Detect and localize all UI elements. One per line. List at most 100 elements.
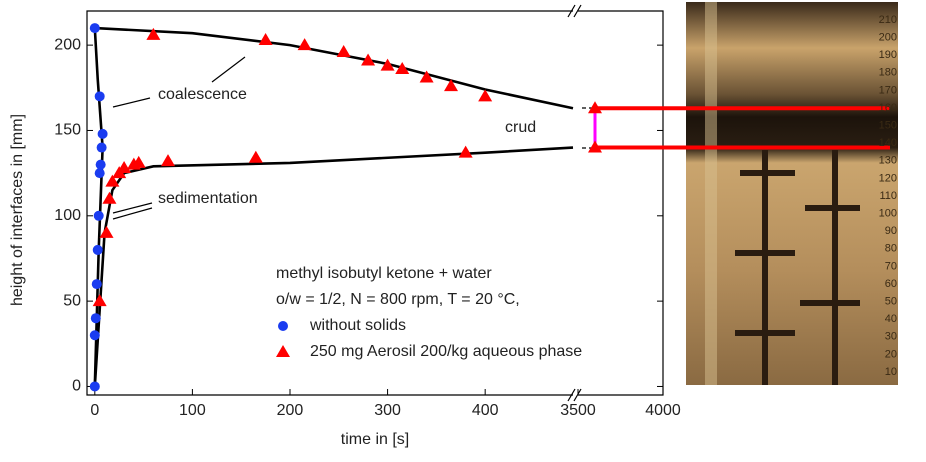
photo-scale-label: 30 xyxy=(885,331,897,343)
photo-scale-label: 200 xyxy=(879,32,897,44)
point xyxy=(93,210,104,221)
photo-scale-label: 110 xyxy=(879,190,897,202)
frame xyxy=(86,4,664,402)
point xyxy=(258,33,273,46)
photo-scale-label: 10 xyxy=(885,366,897,378)
photo-ruler-left xyxy=(705,2,717,385)
break xyxy=(573,4,582,18)
frame-left xyxy=(86,10,573,396)
point xyxy=(105,174,120,187)
annotation: coalescence xyxy=(158,86,247,103)
point xyxy=(96,142,107,153)
photo-shaft xyxy=(832,150,838,385)
point xyxy=(336,44,351,57)
photo-scale-label: 160 xyxy=(879,102,897,114)
x-tick-label: 200 xyxy=(277,402,304,419)
point xyxy=(91,279,102,290)
photo-blade xyxy=(800,300,860,306)
point xyxy=(117,161,132,174)
photo-shaft xyxy=(762,150,768,385)
photo-scale-label: 210 xyxy=(879,14,897,26)
point xyxy=(361,53,376,66)
point xyxy=(89,23,100,34)
point xyxy=(89,381,100,392)
point xyxy=(95,159,106,170)
photo-scale-label: 180 xyxy=(879,67,897,79)
photo-scale-label: 100 xyxy=(879,208,897,220)
point xyxy=(161,154,175,167)
leader-lines xyxy=(112,56,246,220)
point xyxy=(131,155,146,168)
x-axis-label: time in [s] xyxy=(341,431,409,448)
photo-blade xyxy=(805,205,860,211)
legend-title: o/w = 1/2, N = 800 rpm, T = 20 °C, xyxy=(276,291,520,308)
photo-scale-label: 120 xyxy=(879,172,897,184)
point xyxy=(94,168,105,179)
point xyxy=(90,313,101,324)
photo-scale-label: 90 xyxy=(885,225,897,237)
legend-marker xyxy=(276,345,290,357)
point xyxy=(92,294,107,307)
photo xyxy=(686,2,898,385)
point xyxy=(146,27,161,40)
point xyxy=(248,150,263,163)
y-tick-label: 50 xyxy=(63,292,81,309)
point xyxy=(478,89,493,102)
point xyxy=(588,140,602,153)
point xyxy=(94,91,105,102)
annotation: crud xyxy=(505,119,536,136)
photo-scale-label: 40 xyxy=(885,313,897,325)
photo-scale-label: 20 xyxy=(885,348,897,360)
photo-scale-label: 170 xyxy=(879,84,897,96)
photo-blade xyxy=(735,330,795,336)
annotation: sedimentation xyxy=(158,190,258,207)
y-tick-label: 200 xyxy=(54,36,81,53)
photo-scale-label: 60 xyxy=(885,278,897,290)
leader xyxy=(112,97,151,108)
point xyxy=(102,191,117,204)
point xyxy=(380,58,395,71)
point xyxy=(99,225,114,238)
fit-line xyxy=(93,27,104,148)
photo-scale-label: 80 xyxy=(885,243,897,255)
y-tick-label: 0 xyxy=(72,378,81,395)
photo-scale-label: 150 xyxy=(879,120,897,132)
point xyxy=(444,79,459,92)
leader xyxy=(211,56,246,83)
leader xyxy=(112,202,153,214)
x-tick-label: 4000 xyxy=(645,402,681,419)
photo-bg xyxy=(686,2,898,385)
point xyxy=(297,38,312,51)
break xyxy=(567,4,576,18)
y-axis-label: height of interfaces in [mm] xyxy=(9,114,26,306)
leader xyxy=(112,207,153,220)
point xyxy=(458,145,473,158)
point xyxy=(395,62,410,75)
photo-scale-label: 140 xyxy=(879,137,897,149)
point xyxy=(89,330,100,341)
x-tick-label: 300 xyxy=(374,402,401,419)
photo-blade xyxy=(735,250,795,256)
point xyxy=(588,101,602,114)
y-tick-label: 100 xyxy=(54,207,81,224)
photo-scale-label: 130 xyxy=(879,155,897,167)
x-tick-label: 400 xyxy=(472,402,499,419)
x-tick-label: 0 xyxy=(90,402,99,419)
point xyxy=(92,244,103,255)
legend-label: 250 mg Aerosil 200/kg aqueous phase xyxy=(310,343,582,360)
legend-label: without solids xyxy=(309,317,406,334)
x-tick-label: 3500 xyxy=(560,402,596,419)
photo-scale-label: 190 xyxy=(879,49,897,61)
legend-title: methyl isobutyl ketone + water xyxy=(276,265,492,282)
fit-line xyxy=(93,146,574,387)
photo-scale-label: 50 xyxy=(885,296,897,308)
photo-blade xyxy=(740,170,795,176)
x-tick-label: 100 xyxy=(179,402,206,419)
break xyxy=(567,388,576,402)
point xyxy=(97,128,108,139)
legend-marker xyxy=(278,321,288,331)
frame-right xyxy=(578,10,664,396)
point xyxy=(419,70,434,83)
